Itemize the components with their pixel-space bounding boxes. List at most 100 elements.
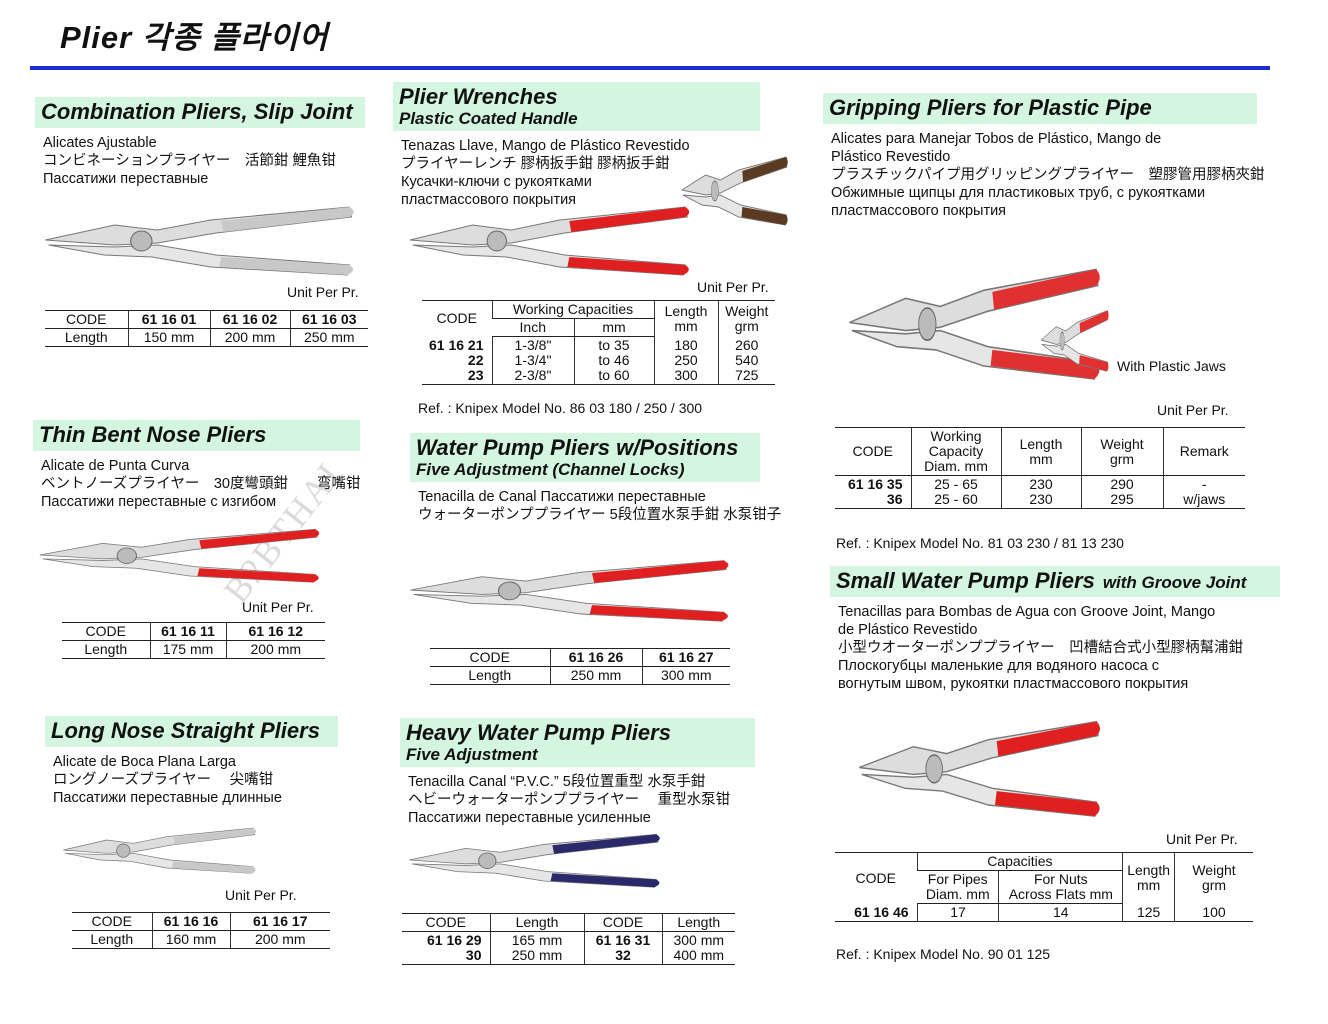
unit-label: Unit Per Pr.	[1157, 402, 1229, 418]
section-header: Plier Wrenches Plastic Coated Handle	[393, 82, 760, 131]
section-title: Gripping Pliers for Plastic Pipe	[829, 95, 1152, 120]
table-cell: 61 16 02	[209, 310, 290, 329]
table-header-row: CODE Working Capacity Diam. mm Length mm We…	[835, 427, 1245, 476]
spec-table: CODE 61 16 11 61 16 12 Length 175 mm 200 mm	[62, 622, 325, 659]
unit-label: Unit Per Pr.	[1166, 831, 1238, 847]
table-header-row: CODE Capacities Length mm Weight grm	[835, 852, 1253, 904]
spec-table: CODE Length CODE Length 61 16 29 30 165 mm 25…	[402, 913, 735, 965]
section-header: Small Water Pump Pliers with Groove Joint	[830, 566, 1280, 597]
table-row: CODE 61 16 26 61 16 27	[430, 648, 730, 667]
description-line: пластмассового покрытия	[401, 192, 577, 208]
spec-table: CODE Working Capacities Length mm Weight gr…	[422, 300, 775, 385]
table-header-row: CODE Working Capacities Length mm Weight gr…	[422, 300, 775, 337]
section-title: Small Water Pump Pliers	[836, 568, 1095, 593]
description-line: Plástico Revestido	[831, 149, 951, 165]
column-header: CODE	[402, 913, 490, 932]
table-cell: 61 16 16	[151, 912, 230, 931]
description-line: プライヤーレンチ 膠柄扳手鉗 膠柄扳手鉗	[401, 156, 670, 172]
section-title: Thin Bent Nose Pliers	[39, 422, 267, 447]
table-header-row: Inch mm	[422, 318, 775, 337]
column-header: Working Capacity Diam. mm	[910, 427, 1001, 476]
table-cell: 150 mm	[127, 328, 210, 347]
description-line: Alicates para Manejar Tobos de Plástico,…	[831, 131, 1162, 147]
description-line: вогнутым швом, рукоятки пластмассового п…	[838, 676, 1189, 692]
table-cell: Length	[62, 640, 150, 659]
column-header: Working Capacities	[491, 300, 654, 319]
plier-image	[45, 206, 354, 276]
column-header: For Nuts Across Flats mm	[998, 870, 1123, 904]
description-line: プラスチックパイプ用グリッピングプライヤー 塑膠管用膠柄夾鉗	[831, 167, 1265, 183]
section-header: Water Pump Pliers w/Positions Five Adjust…	[410, 433, 760, 482]
table-cell: 100	[1174, 903, 1253, 922]
section-combo: Combination Pliers, Slip Joint Alicates A…	[35, 97, 365, 188]
section-title: Heavy Water Pump Pliers	[406, 720, 671, 745]
section-title: Water Pump Pliers w/Positions	[416, 435, 739, 460]
column-header: Length	[661, 913, 735, 932]
table-cell: 175 mm	[149, 640, 226, 659]
table-cell: 61 16 46	[835, 903, 918, 922]
table-row: 61 16 29 30 165 mm 250 mm 61 16 31 32 300 m…	[402, 931, 735, 965]
product-image	[405, 825, 665, 900]
description-line: de Plástico Revestido	[838, 622, 978, 638]
table-cell: 61 16 01	[127, 310, 210, 329]
unit-label: Unit Per Pr.	[287, 284, 359, 300]
description-line: Alicate de Boca Plana Larga	[53, 754, 236, 770]
table-cell: 290 295	[1080, 475, 1163, 509]
table-row: CODE 61 16 11 61 16 12	[62, 622, 325, 641]
table-cell: 200 mm	[229, 930, 330, 949]
table-cell: CODE	[72, 912, 152, 931]
table-cell: 260 540 725	[717, 336, 775, 385]
table-cell: 61 16 03	[289, 310, 368, 329]
table-row: 61 16 35 36 25 - 65 25 - 60 230 230 290 295…	[835, 475, 1245, 509]
section-header: Thin Bent Nose Pliers	[33, 420, 360, 451]
image-caption: With Plastic Jaws	[1117, 358, 1226, 374]
description-line: Tenacilla de Canal Пассатижи переставные	[418, 489, 706, 505]
description-line: Кусачки-ключи с рукоятками	[401, 174, 592, 190]
table-cell: 17	[916, 903, 999, 922]
description-line: ベントノーズプライヤー 30度彎頭鉗 弯嘴钳	[41, 476, 361, 492]
plier-detail-image	[1041, 310, 1109, 372]
column-header: Inch	[492, 318, 574, 337]
spec-table: CODE 61 16 26 61 16 27 Length 250 mm 300 mm	[430, 648, 730, 685]
column-header: Length mm	[653, 300, 718, 337]
table-cell: 61 16 11	[149, 622, 226, 641]
table-cell: 180 250 300	[653, 336, 718, 385]
description-line: 小型ウオーターポンププライヤー 凹槽結合式小型膠柄幫浦鉗	[838, 640, 1244, 656]
column-header: Remark	[1162, 427, 1245, 476]
product-image	[405, 195, 695, 290]
table-cell: Length	[72, 930, 152, 949]
table-row: 61 16 46 17 14 125 100	[835, 903, 1253, 922]
plier-image	[849, 268, 1100, 380]
description-line: ヘビーウォーターポンププライヤー 重型水泵钳	[408, 792, 731, 808]
table-cell: 61 16 26	[549, 648, 642, 667]
section-wrench: Plier Wrenches Plastic Coated Handle Tenaz…	[393, 82, 760, 209]
table-row: Length 150 mm 200 mm 250 mm	[45, 328, 368, 347]
table-cell: to 35 to 46 to 60	[573, 336, 654, 385]
column-header: CODE	[835, 427, 911, 476]
title-rule	[30, 66, 1270, 70]
description-lines: Tenazas Llave, Mango de Plástico Revesti…	[393, 137, 760, 209]
section-subtitle: Plastic Coated Handle	[399, 109, 578, 128]
table-cell: 300 mm	[641, 666, 730, 685]
description-line: ウォーターポンププライヤー 5段位置水泵手鉗 水泵钳子	[418, 507, 782, 523]
column-header: Length mm	[1122, 852, 1175, 904]
table-cell: 125	[1122, 903, 1175, 922]
description-line: Пассатижи переставные длинные	[53, 790, 282, 806]
description-line: пластмассового покрытия	[831, 203, 1007, 219]
table-cell: 61 16 29 30	[402, 931, 490, 965]
description-line: Пассатижи переставные с изгибом	[41, 494, 277, 510]
table-cell: 250 mm	[289, 328, 368, 347]
plier-image	[39, 528, 320, 583]
product-image	[855, 705, 1105, 835]
column-header: CODE	[583, 913, 662, 932]
reference-note: Ref. : Knipex Model No. 90 01 125	[836, 946, 1051, 962]
column-header: CODE	[835, 852, 918, 904]
description-line: Alicates Ajustable	[43, 135, 157, 151]
section-heavy: Heavy Water Pump Pliers Five Adjustment Te…	[400, 718, 755, 827]
section-pump: Water Pump Pliers w/Positions Five Adjust…	[410, 433, 782, 524]
description-line: Пассатижи переставные усиленные	[408, 810, 651, 826]
description-line: Alicate de Punta Curva	[41, 458, 190, 474]
description-lines: Alicate de Boca Plana Larga ロングノーズプライヤー 尖…	[45, 753, 338, 807]
table-cell: CODE	[62, 622, 150, 641]
table-cell: 1-3/8" 1-3/4" 2-3/8"	[491, 336, 574, 385]
